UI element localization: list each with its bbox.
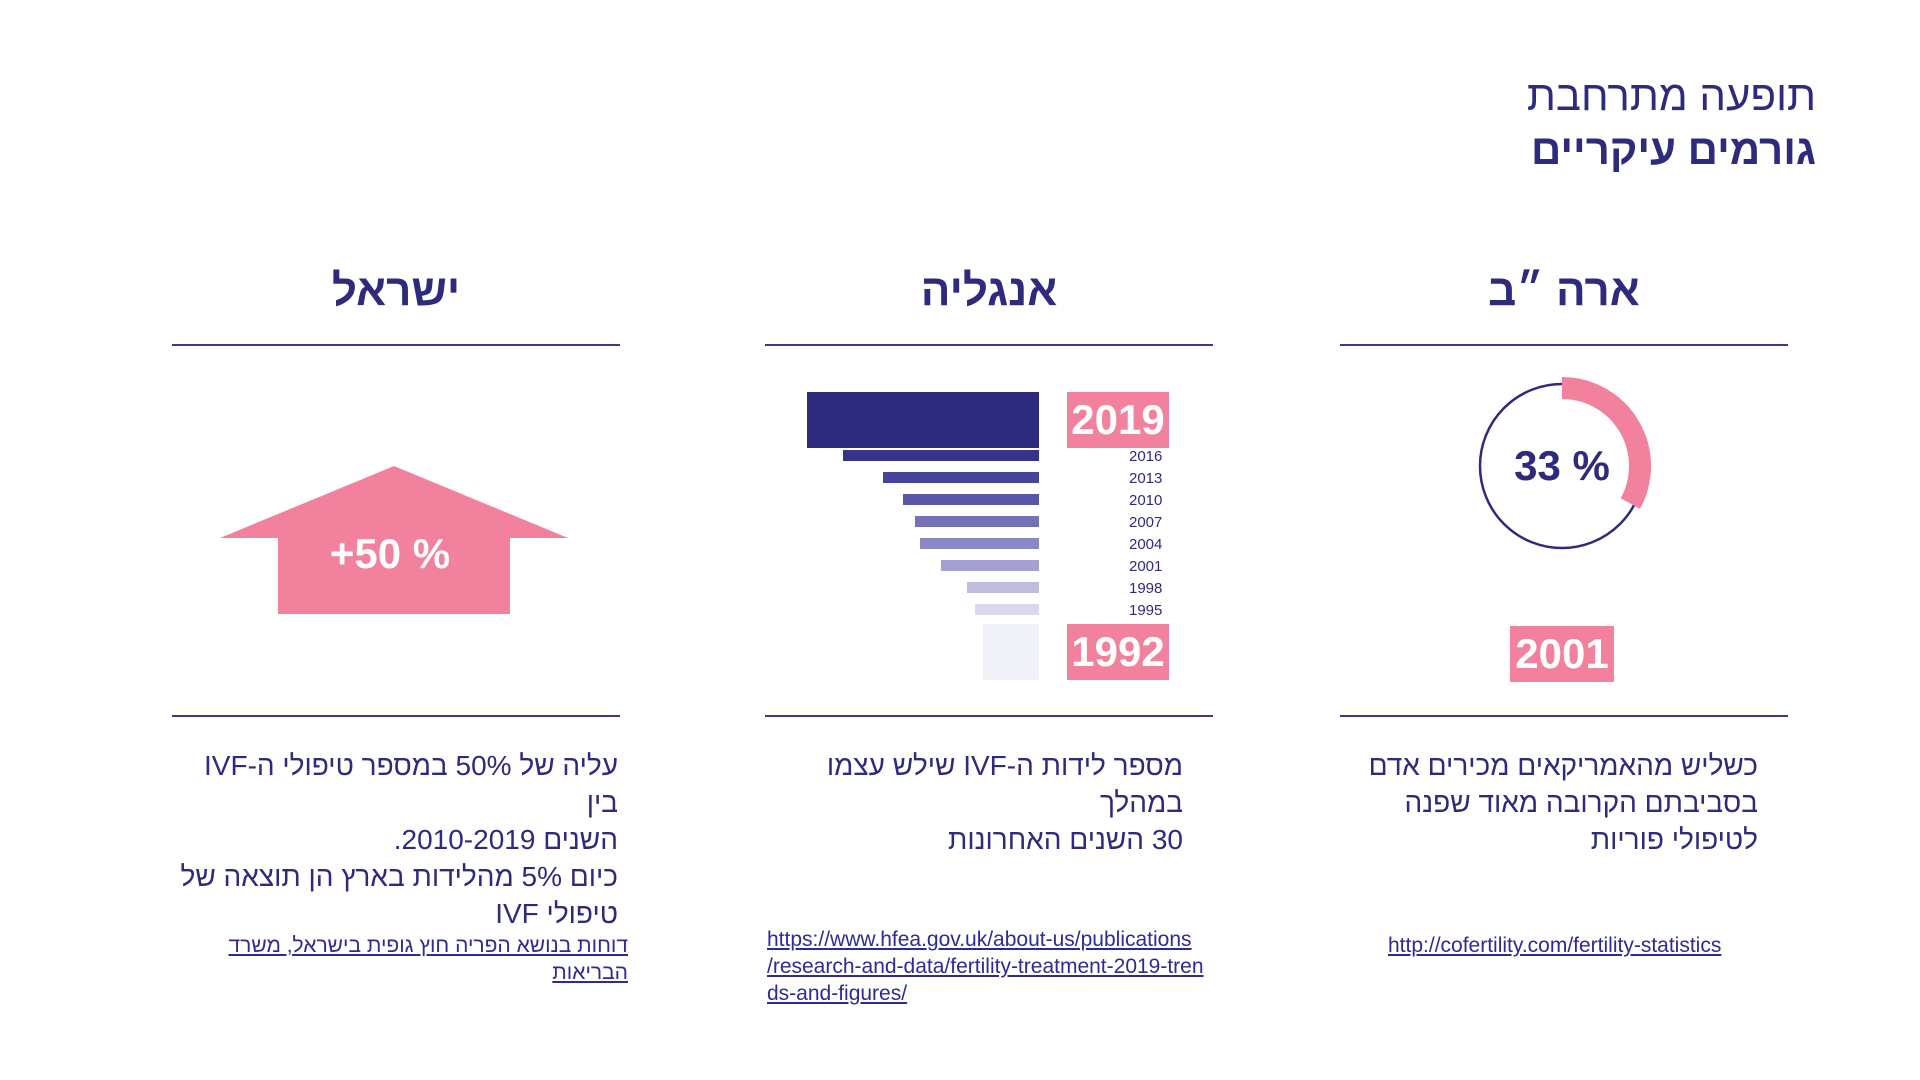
bar-2019 <box>807 392 1039 448</box>
source-link-line: https://www.hfea.gov.uk/about-us/publica… <box>767 928 1192 951</box>
donut-value: 33 % <box>1514 442 1610 489</box>
description-israel: עליה של 50% במספר טיפולי ה-IVF בין השנים… <box>178 747 618 932</box>
donut-segment <box>1561 377 1651 509</box>
divider-top <box>765 344 1213 346</box>
bar-year-label: 2010 <box>1129 492 1163 509</box>
donut-chart: 33 % <box>1472 376 1652 556</box>
divider-bottom <box>172 715 620 717</box>
year-badge-2019: 2019 <box>1067 392 1169 448</box>
bar-2007 <box>915 516 1039 527</box>
year-badge-2001: 2001 <box>1510 626 1614 682</box>
column-heading-uk: אנגליה <box>920 266 1058 315</box>
bar-year-label: 2007 <box>1129 514 1163 531</box>
description-line: השנים 2010-2019. <box>393 824 618 855</box>
source-link-usa[interactable]: http://cofertility.com/fertility-statist… <box>1388 934 1722 957</box>
column-heading-israel: ישראל <box>331 266 461 315</box>
bar-2010 <box>903 494 1039 505</box>
bar-year-label: 1998 <box>1129 580 1163 597</box>
bar-year-label: 1995 <box>1129 602 1163 619</box>
bar-1992 <box>983 624 1039 680</box>
column-heading-usa: ארה ״ב <box>1488 266 1640 315</box>
description-line: בסביבתם הקרובה מאוד שפנה <box>1404 787 1758 818</box>
bar-2001 <box>941 560 1039 571</box>
bar-2016 <box>843 450 1039 461</box>
slide-title: גורמים עיקריים <box>1530 126 1816 173</box>
description-line: טיפולי IVF <box>495 898 618 929</box>
description-line: מספר לידות ה-IVF שילש עצמו במהלך <box>826 750 1183 818</box>
bar-year-label: 2016 <box>1129 448 1163 465</box>
divider-bottom <box>1340 715 1788 717</box>
description-line: לטיפולי פוריות <box>1590 824 1758 855</box>
description-usa: כשליש מהאמריקאים מכירים אדם בסביבתם הקרו… <box>1338 747 1758 858</box>
column-israel: ישראל +50 % עליה של 50% במספר טיפולי ה-I… <box>172 260 628 1040</box>
bar-year-label: 2001 <box>1129 558 1163 575</box>
description-line: עליה של 50% במספר טיפולי ה-IVF בין <box>204 750 618 818</box>
description-line: 30 השנים האחרונות <box>947 824 1183 855</box>
bar-2004 <box>920 538 1039 549</box>
description-line: כיום 5% מהלידות בארץ הן תוצאה של <box>180 861 618 892</box>
up-arrow-icon <box>220 466 568 614</box>
description-line: כשליש מהאמריקאים מכירים אדם <box>1368 750 1758 781</box>
divider-bottom <box>765 715 1213 717</box>
column-uk: אנגליה 2019 2016 2013 2010 2007 2004 200… <box>765 260 1213 1040</box>
donut-ring <box>1478 377 1651 550</box>
description-uk: מספר לידות ה-IVF שילש עצמו במהלך 30 השני… <box>763 747 1183 858</box>
source-link-line: ds-and-figures/ <box>767 982 908 1005</box>
bar-year-label: 2004 <box>1129 536 1163 553</box>
bar-1995 <box>975 604 1039 615</box>
column-usa: ארה ״ב 33 % 2001 כשליש מהאמריקאים מכירים… <box>1340 260 1788 1040</box>
source-link-uk[interactable]: https://www.hfea.gov.uk/about-us/publica… <box>767 926 1204 1007</box>
bar-2013 <box>883 472 1039 483</box>
arrow-value: +50 % <box>329 530 451 577</box>
slide-subtitle: תופעה מתרחבת <box>1526 72 1816 119</box>
source-link-line: /research-and-data/fertility-treatment-2… <box>767 955 1204 978</box>
bar-year-label: 2013 <box>1129 470 1163 487</box>
year-badge-1992: 1992 <box>1067 624 1169 680</box>
bar-1998 <box>967 582 1039 593</box>
divider-top <box>1340 344 1788 346</box>
source-link-israel[interactable]: דוחות בנושא הפריה חוץ גופית בישראל, משרד… <box>228 934 628 984</box>
divider-top <box>172 344 620 346</box>
